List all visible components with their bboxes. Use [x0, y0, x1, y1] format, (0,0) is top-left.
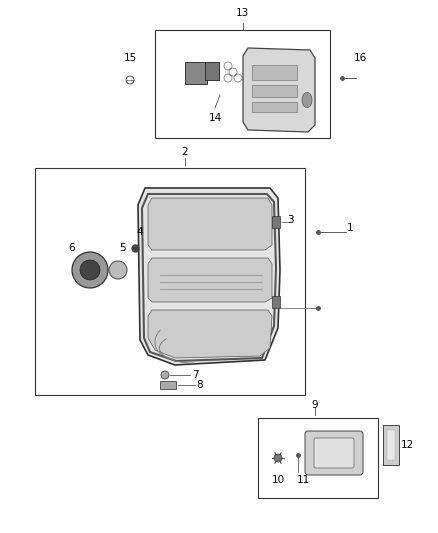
Text: 3: 3: [287, 215, 293, 225]
Text: 14: 14: [208, 113, 222, 123]
FancyBboxPatch shape: [305, 431, 363, 475]
Text: 12: 12: [400, 440, 413, 450]
Text: 4: 4: [137, 227, 143, 237]
Bar: [252, 102, 297, 112]
Bar: [185, 62, 207, 84]
Text: 5: 5: [120, 243, 126, 253]
Text: 6: 6: [69, 243, 75, 253]
Ellipse shape: [302, 93, 312, 108]
FancyBboxPatch shape: [314, 438, 354, 468]
Text: 15: 15: [124, 53, 137, 63]
Polygon shape: [148, 198, 272, 250]
Bar: [155, 30, 330, 138]
Circle shape: [161, 371, 169, 379]
Bar: [160, 381, 176, 389]
Bar: [252, 65, 297, 80]
Text: 2: 2: [182, 147, 188, 157]
Polygon shape: [148, 310, 272, 358]
Text: 8: 8: [197, 380, 203, 390]
Circle shape: [274, 454, 282, 462]
Polygon shape: [138, 188, 280, 365]
Bar: [272, 296, 280, 308]
Text: 16: 16: [353, 53, 367, 63]
Bar: [258, 418, 378, 498]
Bar: [383, 425, 399, 465]
Text: 9: 9: [312, 400, 318, 410]
Polygon shape: [243, 48, 315, 132]
Text: 10: 10: [272, 475, 285, 485]
Polygon shape: [148, 258, 272, 302]
Circle shape: [109, 261, 127, 279]
Bar: [252, 85, 297, 97]
Circle shape: [72, 252, 108, 288]
Bar: [205, 62, 219, 80]
Bar: [387, 430, 395, 460]
Bar: [272, 216, 280, 228]
Text: 13: 13: [236, 8, 249, 18]
Bar: [35, 168, 305, 395]
Circle shape: [80, 260, 100, 280]
Text: 1: 1: [347, 223, 353, 233]
Text: 7: 7: [192, 370, 198, 380]
Text: 11: 11: [297, 475, 310, 485]
